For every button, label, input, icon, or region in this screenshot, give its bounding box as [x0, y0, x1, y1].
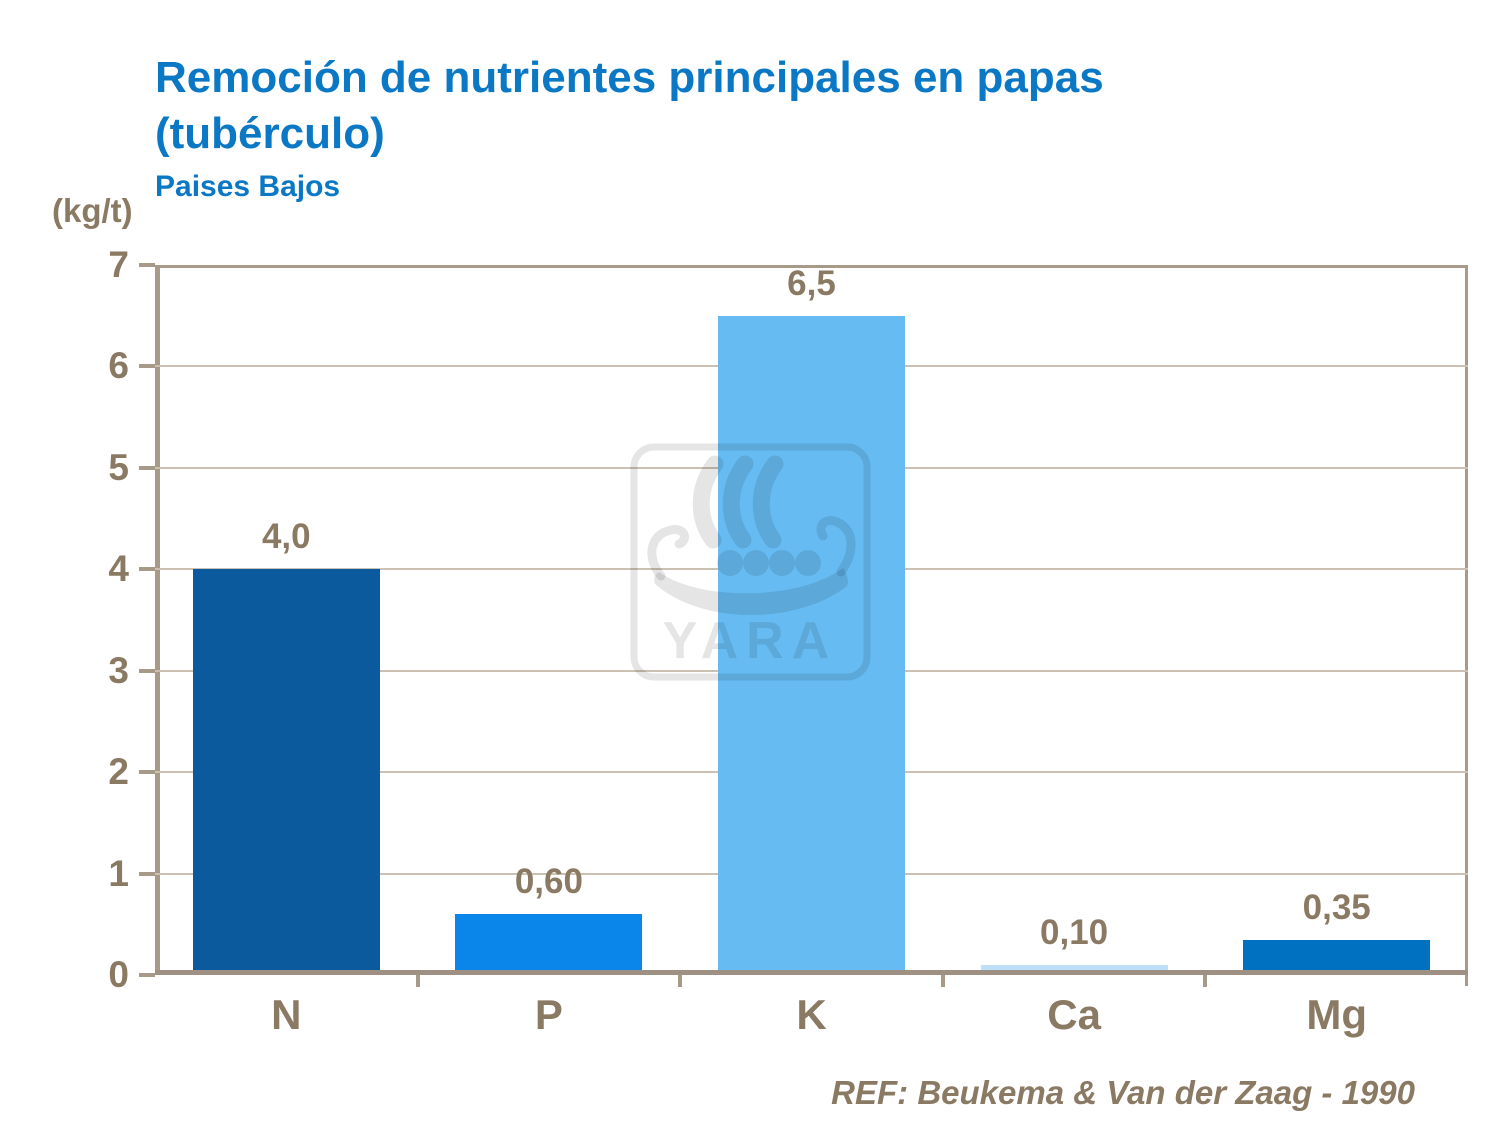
- bar-N: [192, 569, 380, 970]
- bar-Ca: [980, 964, 1168, 970]
- x-axis-boundary-tick-3: [940, 975, 945, 987]
- watermark-brand-text: YARA: [663, 612, 838, 670]
- plot-area: 0 1 2 3 4 5 6 7 4,0 N 0,60 P 6,5 K 0,10 Ca 0,35 Mg: [108, 244, 1468, 1038]
- y-tick-5: [139, 465, 155, 470]
- y-tick-2: [139, 770, 155, 775]
- y-tick-0: [139, 973, 155, 977]
- yara-watermark: YARA: [629, 442, 872, 682]
- category-label-N: N: [271, 991, 302, 1038]
- viking-ship-logo-icon: YARA: [630, 443, 871, 681]
- y-axis-line: [155, 265, 160, 975]
- chart-subtitle: Paises Bajos: [155, 170, 341, 203]
- category-label-Ca: Ca: [1047, 991, 1101, 1038]
- category-label-P: P: [534, 991, 563, 1038]
- y-tick-3: [139, 668, 155, 673]
- y-tick-1: [139, 871, 155, 876]
- x-axis-line: [155, 970, 1468, 975]
- bar-P: [455, 914, 643, 970]
- plot-border-top: [155, 265, 1468, 268]
- y-tick-6: [139, 364, 155, 369]
- y-tick-label-6: 6: [108, 345, 129, 387]
- chart-title-line1: Remoción de nutrientes principales en pa…: [155, 53, 1104, 102]
- x-axis-boundary-tick-1: [415, 975, 420, 987]
- x-axis-boundary-tick-2: [678, 975, 683, 987]
- value-label-Mg: 0,35: [1302, 887, 1371, 927]
- y-tick-7: [139, 263, 155, 267]
- y-tick-4: [139, 567, 155, 572]
- y-tick-label-2: 2: [108, 751, 129, 793]
- y-tick-label-1: 1: [108, 852, 129, 894]
- y-axis-unit-label: (kg/t): [52, 192, 133, 229]
- bar-K: [718, 315, 905, 970]
- value-label-K: 6,5: [787, 263, 836, 303]
- y-tick-label-3: 3: [108, 649, 129, 691]
- category-label-Mg: Mg: [1306, 991, 1368, 1038]
- plot-border-right: [1465, 265, 1468, 986]
- y-tick-label-0: 0: [108, 954, 129, 995]
- y-tick-label-4: 4: [108, 548, 129, 590]
- y-tick-label-5: 5: [108, 446, 129, 488]
- y-tick-label-7: 7: [108, 244, 129, 285]
- chart-title-line2: (tubérculo): [155, 109, 385, 158]
- title-block: Remoción de nutrientes principales en pa…: [155, 50, 1355, 204]
- category-label-K: K: [796, 991, 827, 1038]
- reference-citation: REF: Beukema & Van der Zaag - 1990: [831, 1074, 1415, 1111]
- value-label-P: 0,60: [514, 862, 583, 902]
- x-axis-boundary-tick-4: [1203, 975, 1208, 987]
- value-label-Ca: 0,10: [1040, 912, 1109, 952]
- value-label-N: 4,0: [261, 517, 311, 557]
- bar-Mg: [1243, 939, 1431, 970]
